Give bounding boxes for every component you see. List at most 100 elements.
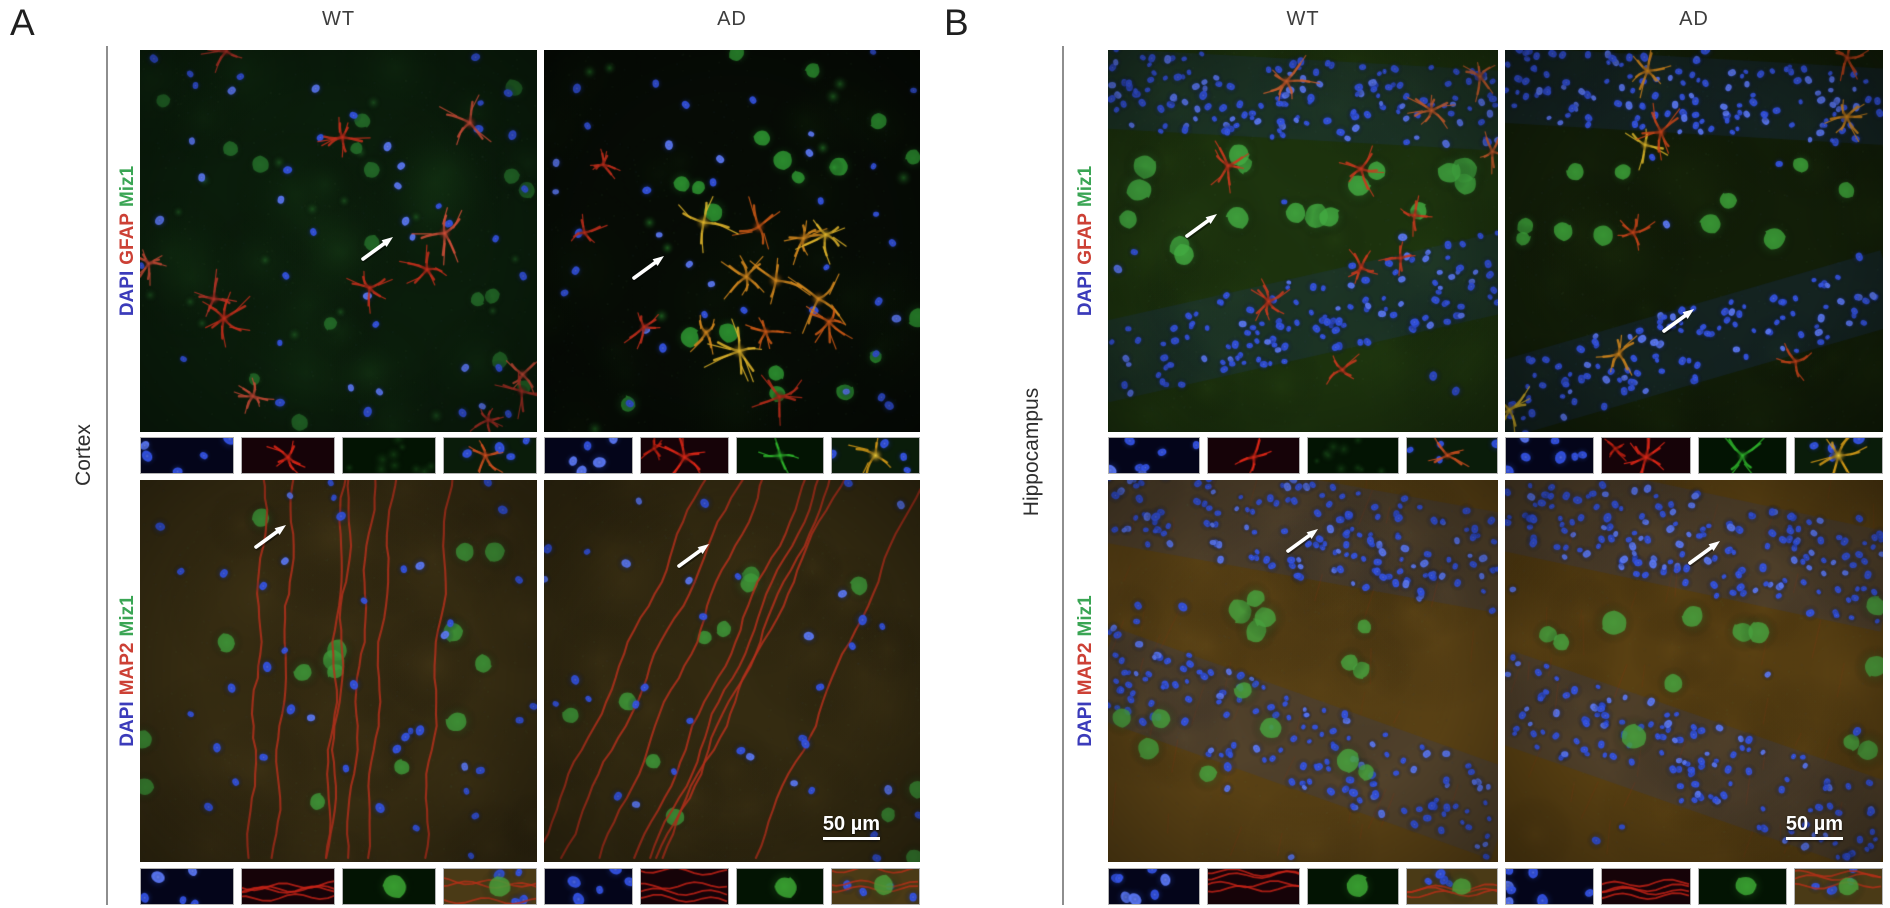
inset-dapi (140, 437, 234, 474)
inset-canvas (545, 438, 632, 473)
inset-gfap (241, 437, 335, 474)
inset-canvas (1794, 438, 1882, 473)
column-header-wt: WT (321, 8, 356, 30)
inset-dapi (544, 868, 633, 905)
micrograph-canvas (544, 50, 920, 432)
panel-bracket (106, 46, 108, 905)
inset-map2 (639, 868, 729, 905)
scale-bar: 50 µm (1785, 812, 1843, 840)
stain-miz1: Miz1 (1075, 595, 1096, 637)
inset-map2 (1601, 868, 1691, 905)
micrograph-canvas (1108, 50, 1498, 432)
inset-merge (443, 868, 537, 905)
inset-canvas (1406, 438, 1497, 473)
channel-inset-strip (140, 868, 537, 905)
micrograph-canvas (140, 480, 537, 862)
column-header-ad: AD (717, 8, 747, 30)
inset-canvas (242, 438, 334, 473)
micrograph-canvas (1505, 50, 1883, 432)
micrograph-hippo-gfap-ad (1505, 50, 1883, 432)
stain-map2: MAP2 (1075, 642, 1096, 696)
stain-label-map2-row: DAPI MAP2 Miz1 (1074, 565, 1098, 777)
column-header-wt: WT (1286, 8, 1320, 30)
inset-canvas (1208, 438, 1299, 473)
inset-merge (443, 437, 537, 474)
channel-inset-strip (1108, 868, 1498, 905)
micrograph-canvas (1108, 480, 1498, 862)
inset-gfap (1601, 437, 1691, 474)
micrograph-cortex-gfap-ad (544, 50, 920, 432)
inset-canvas (1109, 438, 1200, 473)
inset-merge (1793, 868, 1883, 905)
inset-canvas (1109, 869, 1200, 904)
inset-canvas (736, 869, 824, 904)
inset-dapi (1108, 437, 1201, 474)
inset-canvas (640, 438, 728, 473)
channel-inset-strip (1505, 868, 1883, 905)
inset-map2 (241, 868, 335, 905)
inset-miz1 (1697, 868, 1787, 905)
inset-dapi (1505, 437, 1595, 474)
inset-miz1 (342, 868, 436, 905)
inset-gfap (1207, 437, 1300, 474)
column-header-ad: AD (1679, 8, 1709, 30)
inset-merge (831, 437, 920, 474)
inset-gfap (639, 437, 729, 474)
inset-canvas (1602, 869, 1690, 904)
inset-canvas (1208, 869, 1299, 904)
inset-canvas (1506, 869, 1594, 904)
micrograph-cortex-gfap-wt (140, 50, 537, 432)
scale-bar: 50 µm (822, 812, 880, 840)
scale-bar-line (1785, 836, 1843, 840)
inset-dapi (1108, 868, 1201, 905)
micrograph-hippo-gfap-wt (1108, 50, 1498, 432)
channel-inset-strip (544, 868, 920, 905)
panel-label: B (944, 2, 969, 43)
inset-canvas (832, 438, 919, 473)
micrograph-cortex-map2-wt (140, 480, 537, 862)
inset-merge (1793, 437, 1883, 474)
inset-map2 (1207, 868, 1300, 905)
inset-canvas (1794, 869, 1882, 904)
channel-inset-strip (544, 437, 920, 474)
scale-bar-label: 50 µm (822, 812, 880, 835)
inset-canvas (1406, 869, 1497, 904)
inset-dapi (140, 868, 234, 905)
micrograph-canvas (140, 50, 537, 432)
stain-miz1: Miz1 (1075, 165, 1096, 208)
stain-gfap: GFAP (1075, 213, 1096, 265)
inset-dapi (1505, 868, 1595, 905)
channel-inset-strip (1505, 437, 1883, 474)
inset-canvas (444, 438, 536, 473)
inset-canvas (141, 869, 233, 904)
inset-miz1 (1306, 437, 1399, 474)
scale-bar-label: 50 µm (1785, 812, 1843, 835)
inset-merge (1405, 868, 1498, 905)
channel-inset-strip (140, 437, 537, 474)
channel-inset-strip (1108, 437, 1498, 474)
scale-bar-line (822, 836, 880, 840)
micrograph-hippo-map2-ad: 50 µm (1505, 480, 1883, 862)
inset-dapi (544, 437, 633, 474)
inset-miz1 (735, 868, 825, 905)
inset-canvas (1698, 869, 1786, 904)
inset-canvas (242, 869, 334, 904)
panel-label: A (10, 2, 35, 43)
stain-label-gfap-row: DAPI GFAP Miz1 (1074, 135, 1098, 347)
inset-miz1 (1306, 868, 1399, 905)
micrograph-canvas (544, 480, 920, 862)
stain-dapi: DAPI (1075, 701, 1096, 747)
inset-canvas (141, 438, 233, 473)
inset-canvas (1307, 869, 1398, 904)
region-label-hippocampus: Hippocampus (1020, 387, 1043, 517)
inset-miz1 (735, 437, 825, 474)
panel-bracket (1062, 46, 1064, 905)
inset-canvas (343, 869, 435, 904)
inset-canvas (343, 438, 435, 473)
micrograph-cortex-map2-ad: 50 µm (544, 480, 920, 862)
inset-canvas (1506, 438, 1594, 473)
inset-canvas (1698, 438, 1786, 473)
inset-canvas (444, 869, 536, 904)
